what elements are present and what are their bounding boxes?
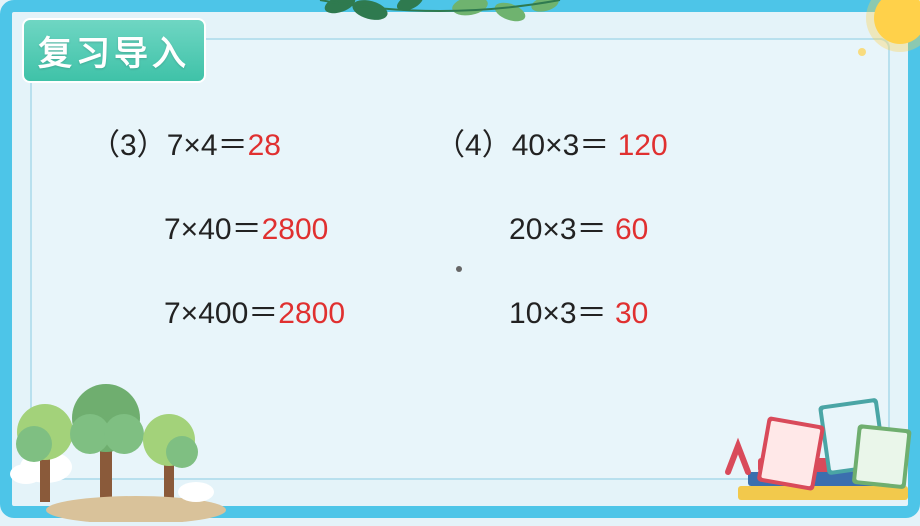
column-3: （3）7×4＝28 7×40＝2800 7×400＝2800: [90, 120, 345, 332]
equation-row: 10×3＝ 30: [435, 288, 668, 332]
center-dot-icon: [456, 266, 462, 272]
answer: 28: [248, 129, 281, 162]
expression: 7×4＝: [167, 129, 248, 162]
answer: 30: [615, 297, 648, 330]
answer: 120: [618, 129, 668, 162]
leaves-top-icon: [300, 0, 580, 26]
section-title-badge: 复习导入: [22, 18, 206, 83]
equation-row: 7×40＝2800: [90, 204, 345, 248]
group-label: （3）: [90, 129, 167, 162]
equation-row: 7×400＝2800: [90, 288, 345, 332]
equation-row: （3）7×4＝28: [90, 120, 345, 164]
column-4: （4）40×3＝ 120 20×3＝ 60 10×3＝ 30: [435, 120, 668, 332]
group-label: （4）: [435, 129, 512, 162]
section-title-text: 复习导入: [38, 35, 190, 73]
books-icon: [708, 376, 920, 526]
trees-icon: [0, 362, 236, 522]
equation-row: （4）40×3＝ 120: [435, 120, 668, 164]
expression: 7×40＝: [164, 213, 262, 246]
sun-icon: [840, 0, 920, 80]
answer: 2800: [278, 297, 345, 330]
equation-row: 20×3＝ 60: [435, 204, 668, 248]
expression: 10×3＝: [509, 297, 607, 330]
equations-area: （3）7×4＝28 7×40＝2800 7×400＝2800 （4）40×3＝ …: [90, 120, 860, 332]
expression: 7×400＝: [164, 297, 278, 330]
expression: 20×3＝: [509, 213, 607, 246]
answer: 2800: [262, 213, 329, 246]
expression: 40×3＝: [512, 129, 610, 162]
answer: 60: [615, 213, 648, 246]
